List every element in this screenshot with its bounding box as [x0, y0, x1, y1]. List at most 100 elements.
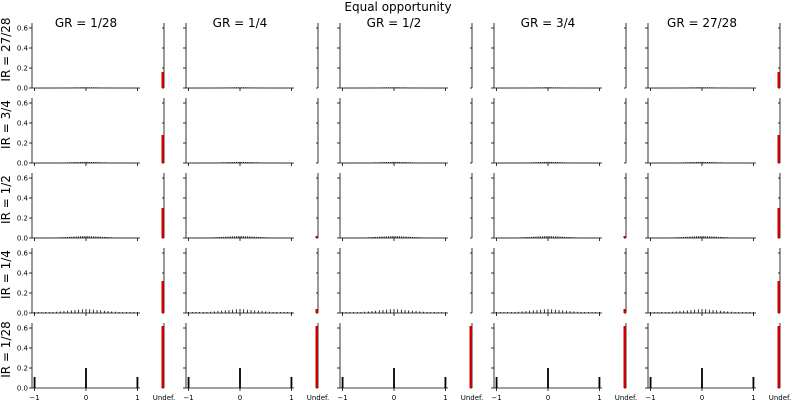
distribution-bar — [668, 162, 670, 164]
y-tick-label: 0.0 — [17, 310, 28, 318]
distribution-bar — [281, 87, 283, 89]
distribution-bar — [245, 87, 246, 88]
distribution-bar — [745, 312, 747, 313]
figure-title: Equal opportunity — [344, 0, 451, 14]
distribution-bar — [289, 87, 290, 89]
distribution-bar — [573, 87, 575, 89]
distribution-bar — [367, 237, 369, 238]
distribution-bar — [41, 162, 43, 164]
distribution-bar — [212, 237, 213, 238]
distribution-bar — [430, 162, 432, 164]
distribution-bar — [690, 162, 692, 163]
distribution-bar — [747, 237, 749, 239]
distribution-bar — [248, 236, 250, 238]
distribution-bar — [131, 162, 133, 164]
distribution-bar — [380, 87, 382, 89]
distribution-bar — [554, 162, 556, 163]
distribution-bar — [380, 162, 382, 163]
distribution-bar — [501, 162, 503, 164]
distribution-bar — [380, 236, 382, 238]
distribution-bar — [37, 237, 39, 239]
distribution-bar — [395, 236, 397, 238]
x-tick-label: −1 — [29, 394, 39, 400]
distribution-bar — [259, 87, 261, 89]
undefined-label: Undef. — [153, 394, 176, 400]
distribution-bar — [248, 162, 250, 163]
distribution-bar — [400, 236, 402, 238]
distribution-bar — [118, 162, 120, 164]
distribution-bar — [538, 236, 540, 238]
distribution-bar — [272, 312, 274, 313]
distribution-bar — [85, 309, 87, 313]
distribution-bar — [521, 162, 523, 164]
distribution-bar — [116, 87, 118, 89]
distribution-bar — [83, 161, 85, 163]
distribution-bar — [237, 161, 239, 163]
distribution-bar — [679, 87, 681, 89]
distribution-bar — [210, 237, 212, 239]
distribution-bar — [276, 312, 278, 313]
distribution-bar — [520, 162, 521, 164]
distribution-bar — [195, 312, 197, 313]
distribution-bar — [721, 87, 723, 89]
distribution-bar — [70, 310, 72, 313]
distribution-bar — [404, 87, 406, 89]
distribution-bar — [417, 162, 419, 164]
distribution-bar — [753, 237, 754, 239]
distribution-bar — [400, 87, 402, 88]
distribution-bar — [664, 237, 666, 239]
distribution-bar — [729, 87, 730, 89]
x-tick-label: −1 — [491, 394, 501, 400]
distribution-bar — [50, 162, 52, 164]
distribution-bar — [87, 161, 89, 163]
distribution-bar — [496, 237, 497, 239]
distribution-bar — [564, 162, 565, 163]
distribution-bar — [382, 310, 384, 313]
distribution-bar — [653, 87, 655, 89]
distribution-bar — [124, 87, 125, 89]
distribution-bar — [424, 237, 426, 239]
distribution-bar — [417, 87, 419, 89]
distribution-bar — [406, 87, 408, 89]
distribution-bar — [567, 237, 569, 238]
distribution-bar — [730, 237, 732, 239]
distribution-bar — [410, 87, 411, 89]
distribution-bar — [580, 312, 582, 313]
distribution-bar — [291, 237, 292, 239]
distribution-bar — [261, 237, 263, 238]
distribution-bar — [221, 87, 223, 89]
distribution-bar — [243, 87, 245, 88]
distribution-bar — [100, 236, 102, 238]
distribution-bar — [208, 87, 210, 89]
y-tick-label: 0.4 — [17, 195, 29, 203]
distribution-bar — [228, 162, 230, 163]
undefined-bar — [469, 326, 472, 388]
distribution-bar — [681, 87, 683, 89]
distribution-bar — [565, 162, 567, 163]
distribution-bar — [362, 237, 364, 239]
distribution-bar — [510, 162, 512, 164]
distribution-bar — [582, 237, 584, 239]
distribution-bar — [529, 162, 531, 163]
distribution-bar — [135, 237, 136, 239]
distribution-bar — [94, 236, 96, 238]
distribution-bar — [588, 87, 589, 89]
distribution-bar — [52, 312, 54, 313]
distribution-bar — [224, 87, 226, 89]
distribution-bar — [542, 87, 543, 88]
distribution-bar — [83, 87, 85, 88]
distribution-bar — [437, 237, 439, 239]
distribution-bar — [349, 312, 351, 313]
distribution-bar — [650, 312, 651, 313]
distribution-bar — [549, 161, 551, 163]
distribution-bar — [369, 87, 371, 89]
distribution-bar — [120, 87, 122, 89]
distribution-bar — [197, 87, 199, 89]
distribution-bar — [397, 161, 399, 163]
distribution-bar — [210, 311, 212, 313]
distribution-bar — [553, 87, 554, 88]
distribution-bar — [267, 162, 268, 164]
distribution-bar — [562, 236, 564, 238]
distribution-bar — [725, 237, 727, 238]
distribution-bar — [263, 237, 265, 238]
